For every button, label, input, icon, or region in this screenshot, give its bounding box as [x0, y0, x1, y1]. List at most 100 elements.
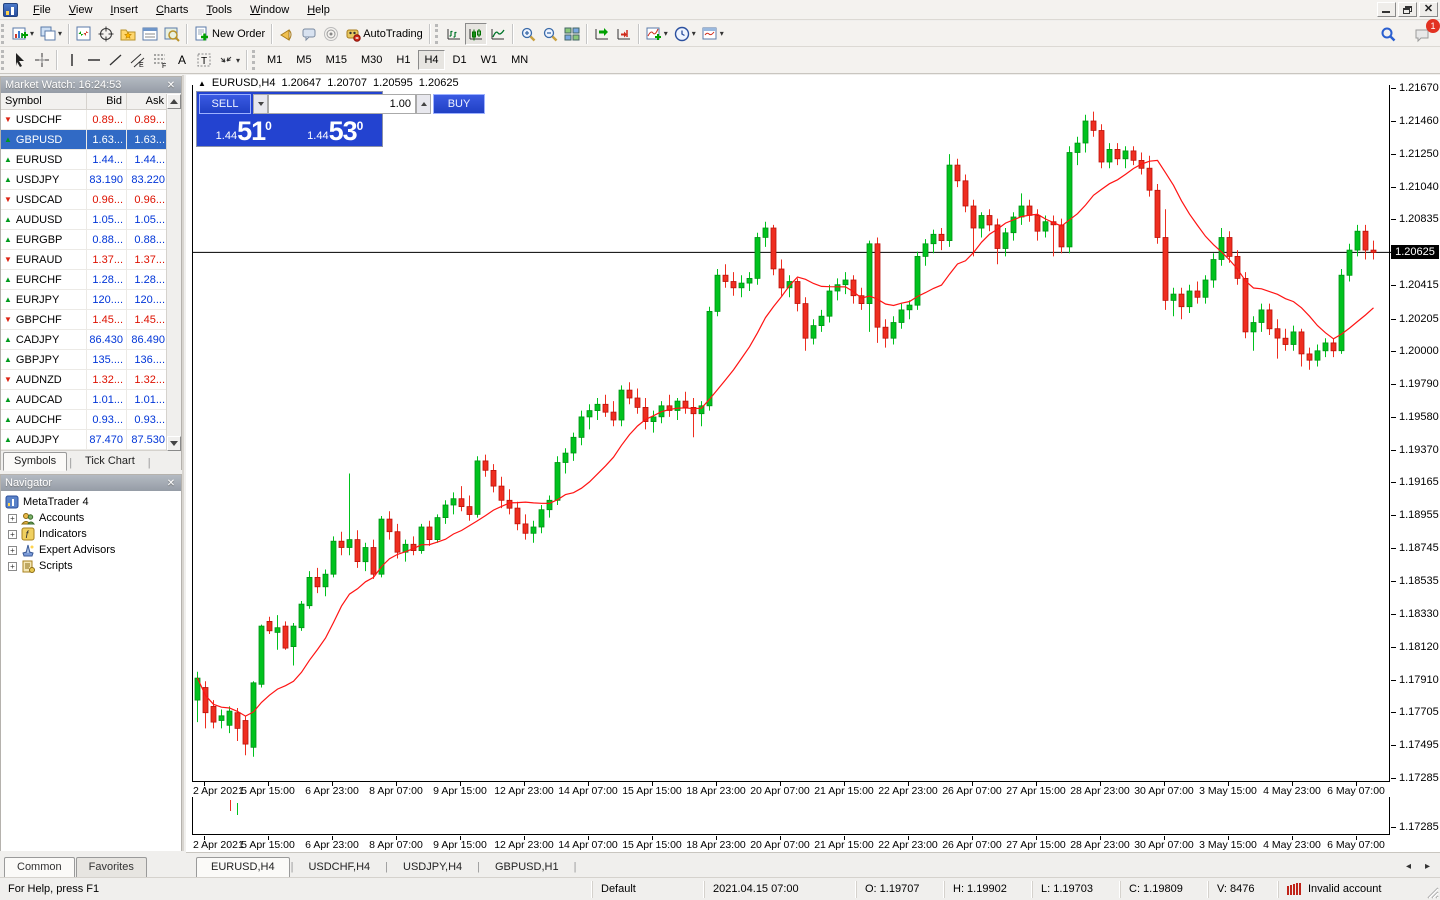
market-watch-row-usdjpy[interactable]: ▲ USDJPY 83.190 83.220: [1, 170, 181, 190]
tab-favorites[interactable]: Favorites: [75, 857, 147, 877]
timeframe-m1-button[interactable]: M1: [267, 54, 283, 66]
vertical-line-button[interactable]: [61, 49, 83, 71]
strategy-tester-button[interactable]: [161, 23, 183, 45]
market-watch-caption[interactable]: Market Watch: 16:24:53 ✕: [1, 77, 181, 93]
restore-button[interactable]: [1398, 2, 1417, 17]
close-button[interactable]: ✕: [1419, 2, 1438, 17]
fibonacci-button[interactable]: F: [149, 49, 171, 71]
strip-plot-area[interactable]: [192, 797, 1390, 835]
menu-insert[interactable]: Insert: [110, 3, 138, 16]
timeframe-mn-button[interactable]: MN: [511, 54, 529, 66]
timeframe-w1-button[interactable]: W1: [480, 54, 498, 66]
expand-icon[interactable]: +: [8, 545, 17, 555]
bar-chart-button[interactable]: [443, 23, 465, 45]
minimize-button[interactable]: [1377, 2, 1396, 17]
sell-price[interactable]: 1.44 51 0: [199, 115, 289, 146]
line-chart-button[interactable]: [487, 23, 509, 45]
menu-file[interactable]: File: [33, 3, 51, 16]
tree-item-accounts[interactable]: + Accounts: [5, 510, 181, 526]
chart-tab-usdchf-h4[interactable]: USDCHF,H4: [308, 861, 371, 873]
text-label-button[interactable]: T: [193, 49, 215, 71]
market-watch-row-gbpjpy[interactable]: ▲ GBPJPY 135.... 136....: [1, 350, 181, 370]
timeframe-m30-button[interactable]: M30: [360, 54, 383, 66]
market-watch-row-cadjpy[interactable]: ▲ CADJPY 86.430 86.490: [1, 330, 181, 350]
trendline-button[interactable]: [105, 49, 127, 71]
tree-item-expert-advisors[interactable]: + Expert Advisors: [5, 542, 181, 558]
menu-help[interactable]: Help: [307, 3, 330, 16]
new-chart-button[interactable]: ▾: [9, 23, 37, 45]
market-watch-row-usdchf[interactable]: ▼ USDCHF 0.89... 0.89...: [1, 110, 181, 130]
tree-item-indicators[interactable]: + f Indicators: [5, 526, 181, 542]
timeframe-m5-button[interactable]: M5: [296, 54, 312, 66]
sell-button[interactable]: SELL: [199, 94, 251, 114]
timeframe-h4-button[interactable]: H4: [418, 50, 445, 70]
scroll-down-button[interactable]: [167, 436, 181, 451]
toolbar-grip[interactable]: [434, 23, 440, 44]
tree-root[interactable]: MetaTrader 4: [5, 494, 181, 510]
column-header-symbol[interactable]: Symbol: [1, 93, 87, 109]
scroll-up-button[interactable]: [167, 94, 181, 109]
zoom-out-button[interactable]: [539, 23, 561, 45]
notifications-button[interactable]: 1: [1410, 19, 1440, 46]
market-watch-row-eurjpy[interactable]: ▲ EURJPY 120.... 120....: [1, 290, 181, 310]
profiles-button[interactable]: ▾: [37, 23, 65, 45]
volume-input[interactable]: [268, 94, 416, 114]
background-chart-strip[interactable]: 1.17285 2 Apr 2021 5 Apr 15:00 6 Apr 23:00…: [192, 797, 1440, 851]
navigator-button[interactable]: [117, 23, 139, 45]
expand-icon[interactable]: +: [8, 561, 17, 571]
market-watch-scrollbar[interactable]: [166, 94, 181, 451]
zoom-in-button[interactable]: [517, 23, 539, 45]
market-watch-row-eurusd[interactable]: ▲ EURUSD 1.44... 1.44...: [1, 150, 181, 170]
buy-price[interactable]: 1.44 53 0: [290, 115, 380, 146]
market-watch-row-gbpchf[interactable]: ▼ GBPCHF 1.45... 1.45...: [1, 310, 181, 330]
volume-up-button[interactable]: [416, 94, 431, 114]
tree-item-scripts[interactable]: + Scripts: [5, 558, 181, 574]
cursor-button[interactable]: [9, 49, 31, 71]
horizontal-line-button[interactable]: [83, 49, 105, 71]
templates-button[interactable]: ▾: [699, 23, 727, 45]
tile-windows-button[interactable]: [561, 23, 583, 45]
data-window-button[interactable]: [95, 23, 117, 45]
menu-tools[interactable]: Tools: [206, 3, 233, 16]
autotrading-button[interactable]: AutoTrading: [342, 23, 426, 45]
chart-tab-usdjpy-h4[interactable]: USDJPY,H4: [403, 861, 463, 873]
market-watch-row-audcad[interactable]: ▲ AUDCAD 1.01... 1.01...: [1, 390, 181, 410]
indicators-button[interactable]: ▾: [643, 23, 671, 45]
menu-window[interactable]: Window: [250, 3, 290, 16]
volume-down-button[interactable]: [253, 94, 268, 114]
status-profile[interactable]: Default: [592, 880, 704, 898]
resize-grip[interactable]: [1422, 882, 1440, 900]
status-connection[interactable]: Invalid account: [1278, 880, 1418, 898]
tab-scroll-right-button[interactable]: ▸: [1424, 861, 1430, 872]
market-watch-row-audjpy[interactable]: ▲ AUDJPY 87.470 87.530: [1, 430, 181, 450]
timeframe-d1-button[interactable]: D1: [452, 54, 467, 66]
menu-charts[interactable]: Charts: [155, 3, 189, 16]
column-header-ask[interactable]: Ask: [145, 95, 164, 107]
tab-symbols[interactable]: Symbols: [3, 452, 68, 471]
market-watch-row-gbpusd[interactable]: ▲ GBPUSD 1.63... 1.63...: [1, 130, 181, 150]
market-watch-row-eurgbp[interactable]: ▲ EURGBP 0.88... 0.88...: [1, 230, 181, 250]
toolbar-grip[interactable]: [252, 50, 257, 70]
auto-scroll-button[interactable]: [591, 23, 613, 45]
price-axis[interactable]: 1.21670 1.21460 1.21250 1.21040 1.20835 1.204…: [1391, 82, 1440, 797]
market-watch-row-audchf[interactable]: ▲ AUDCHF 0.93... 0.93...: [1, 410, 181, 430]
close-panel-icon[interactable]: ✕: [166, 477, 176, 489]
terminal-button[interactable]: [139, 23, 161, 45]
timeframe-h1-button[interactable]: H1: [396, 54, 411, 66]
crosshair-button[interactable]: [31, 49, 53, 71]
text-button[interactable]: A: [171, 49, 193, 71]
market-watch-row-usdcad[interactable]: ▼ USDCAD 0.96... 0.96...: [1, 190, 181, 210]
toolbar-grip[interactable]: [1, 23, 6, 44]
expand-icon[interactable]: +: [8, 529, 17, 539]
chart-tab-eurusd-h4[interactable]: EURUSD,H4: [196, 857, 290, 877]
market-watch-row-euraud[interactable]: ▼ EURAUD 1.37... 1.37...: [1, 250, 181, 270]
navigator-caption[interactable]: Navigator ✕: [1, 475, 181, 491]
metaeditor-button[interactable]: [276, 23, 298, 45]
channel-button[interactable]: E: [127, 49, 149, 71]
tab-tick-chart[interactable]: Tick Chart: [85, 455, 135, 467]
community-button[interactable]: [298, 23, 320, 45]
periods-button[interactable]: ▾: [671, 23, 699, 45]
market-watch-row-eurchf[interactable]: ▲ EURCHF 1.28... 1.28...: [1, 270, 181, 290]
tab-scroll-left-button[interactable]: ◂: [1405, 861, 1411, 872]
search-button[interactable]: [1376, 24, 1400, 46]
